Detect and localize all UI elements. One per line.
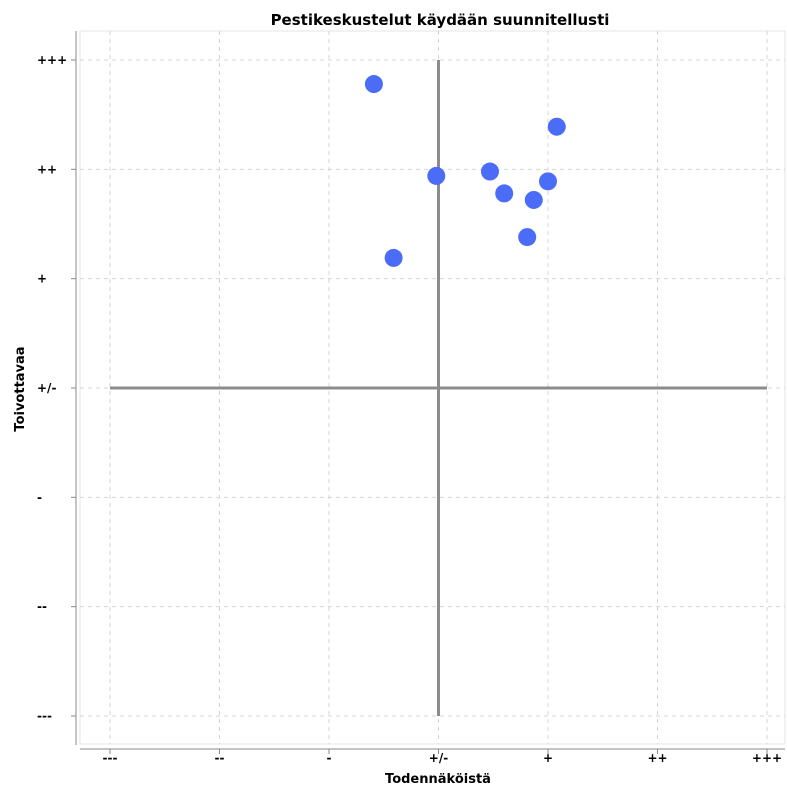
x-tick-label: -- — [215, 751, 225, 765]
scatter-point — [524, 190, 543, 209]
scatter-point — [384, 248, 403, 267]
y-tick-label: --- — [37, 709, 52, 723]
y-tick-label: + — [37, 272, 47, 286]
x-tick-label: ++ — [647, 751, 667, 765]
scatter-point — [518, 228, 537, 247]
x-tick-label: --- — [103, 751, 118, 765]
x-tick-label: - — [327, 751, 332, 765]
scatter-point — [495, 184, 514, 203]
scatter-point — [427, 166, 446, 185]
x-tick-label: +++ — [752, 751, 782, 765]
x-tick-label: +/- — [429, 751, 448, 765]
x-axis-label: Todennäköistä — [385, 772, 491, 787]
x-ticks: --- -- - +/- + ++ +++ — [103, 749, 782, 765]
y-tick-label: +/- — [37, 381, 56, 395]
data-points — [364, 75, 566, 267]
y-tick-label: ++ — [37, 162, 57, 176]
y-axis-label: Toivottavaa — [13, 346, 28, 431]
x-tick-label: + — [543, 751, 553, 765]
chart-title: Pestikeskustelut käydään suunnitellusti — [271, 11, 610, 29]
scatter-point — [364, 75, 383, 94]
y-tick-label: -- — [37, 600, 47, 614]
y-ticks: ------+/-++++++ — [37, 53, 76, 723]
y-tick-label: +++ — [37, 53, 67, 67]
scatter-point — [480, 162, 499, 181]
scatter-point — [547, 117, 566, 136]
y-tick-label: - — [37, 490, 42, 504]
scatter-point — [539, 172, 557, 191]
